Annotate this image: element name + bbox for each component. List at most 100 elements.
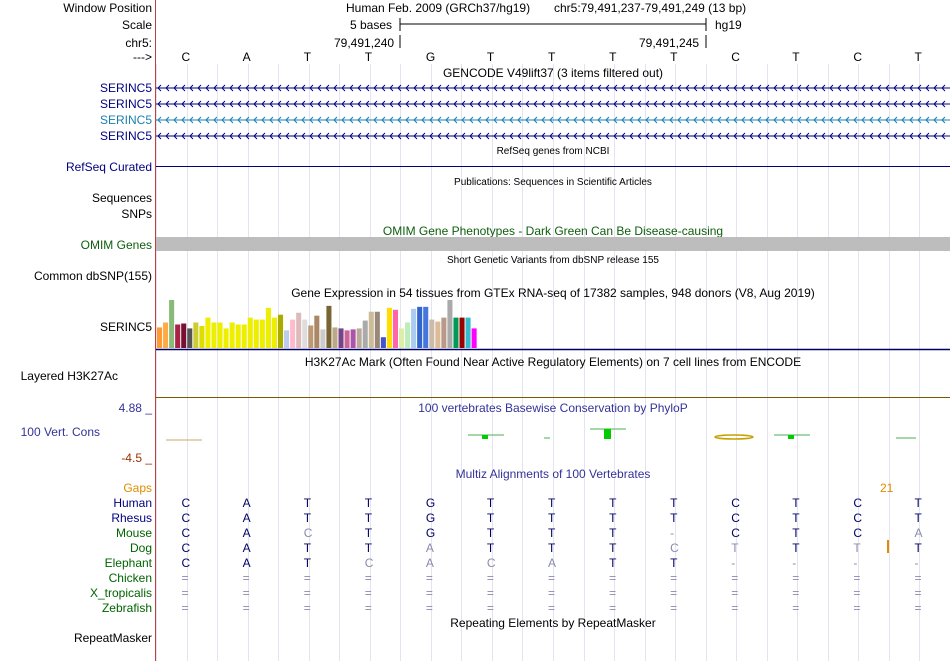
phylop-track-title[interactable]: 100 vertebrates Basewise Conservation by… (418, 401, 688, 415)
gaps-label[interactable]: Gaps (123, 481, 152, 495)
gtex-tissue-bar[interactable] (271, 317, 277, 348)
gtex-tissue-bar[interactable] (211, 322, 217, 348)
omim-gene-bar[interactable] (156, 237, 950, 251)
gtex-tissue-bar[interactable] (278, 314, 284, 348)
gtex-tissue-bar[interactable] (302, 319, 308, 348)
gtex-tissue-bar[interactable] (453, 317, 459, 348)
gtex-tissue-bar[interactable] (417, 306, 423, 348)
gtex-tissue-bar[interactable] (175, 324, 181, 348)
species-label[interactable]: Rhesus (111, 511, 152, 525)
gtex-tissue-bar[interactable] (374, 311, 380, 348)
gtex-tissue-bar[interactable] (362, 320, 368, 348)
gtex-tissue-bar[interactable] (253, 319, 259, 348)
strand-chevron (173, 132, 178, 140)
gtex-tissue-bar[interactable] (435, 321, 441, 348)
species-label[interactable]: Human (113, 496, 152, 510)
phylop-track-label[interactable]: 100 Vert. Cons (20, 425, 100, 439)
gtex-tissue-bar[interactable] (187, 328, 193, 348)
gtex-tissue-bar[interactable] (217, 322, 223, 348)
species-label[interactable]: Zebrafish (101, 601, 152, 615)
gtex-tissue-bar[interactable] (338, 328, 344, 348)
strand-chevron (269, 116, 274, 124)
layered-h3k27ac-label[interactable]: Layered H3K27Ac (20, 369, 118, 383)
gtex-tissue-bar[interactable] (429, 319, 435, 348)
species-label[interactable]: Elephant (104, 556, 152, 570)
sequences-label[interactable]: Sequences (91, 191, 152, 205)
track-area[interactable]: Human Feb. 2009 (GRCh37/hg19) chr5:79,49… (156, 0, 950, 661)
gtex-tissue-bar[interactable] (380, 337, 386, 348)
gtex-tissue-bar[interactable] (169, 299, 175, 348)
gtex-tissue-bar[interactable] (459, 317, 465, 348)
strand-chevron (621, 116, 626, 124)
gencode-track-title[interactable]: GENCODE V49lift37 (3 items filtered out) (442, 66, 664, 80)
gtex-tissue-bar[interactable] (247, 317, 253, 348)
gtex-tissue-bar[interactable] (320, 329, 326, 348)
gtex-tissue-bar[interactable] (471, 328, 477, 348)
strand-chevron (173, 100, 178, 108)
gtex-tissue-bar[interactable] (423, 306, 429, 348)
strand-arrow-label[interactable]: ---> (133, 50, 152, 64)
repeatmasker-track-title[interactable]: Repeating Elements by RepeatMasker (450, 616, 656, 630)
gtex-tissue-bar[interactable] (344, 330, 350, 348)
gtex-track-title[interactable]: Gene Expression in 54 tissues from GTEx … (291, 286, 815, 300)
gtex-tissue-bar[interactable] (205, 317, 211, 348)
gencode-gene-label[interactable]: SERINC5 (99, 81, 152, 95)
gtex-tissue-bar[interactable] (229, 322, 235, 348)
species-label[interactable]: Chicken (108, 571, 152, 585)
refseq-curated-label[interactable]: RefSeq Curated (65, 160, 152, 174)
refseq-gene-line[interactable] (156, 166, 950, 167)
strand-chevron (733, 132, 738, 140)
gtex-tissue-bar[interactable] (163, 322, 169, 348)
gtex-tissue-bar[interactable] (447, 299, 453, 348)
gtex-tissue-bar[interactable] (332, 327, 338, 348)
multiz-track-title[interactable]: Multiz Alignments of 100 Vertebrates (455, 467, 651, 481)
omim-track-title[interactable]: OMIM Gene Phenotypes - Dark Green Can Be… (382, 224, 724, 238)
refseq-track-title[interactable]: RefSeq genes from NCBI (496, 146, 610, 157)
gtex-tissue-bar[interactable] (284, 330, 290, 348)
alignment-base: C (731, 526, 740, 540)
gtex-tissue-bar[interactable] (157, 327, 163, 348)
snps-label[interactable]: SNPs (121, 207, 152, 221)
gtex-tissue-bar[interactable] (265, 307, 271, 348)
h3k27ac-track-title[interactable]: H3K27Ac Mark (Often Found Near Active Re… (304, 355, 802, 369)
repeatmasker-label[interactable]: RepeatMasker (73, 631, 152, 645)
gtex-tissue-bar[interactable] (314, 315, 320, 348)
gencode-gene-label[interactable]: SERINC5 (99, 113, 152, 127)
gtex-tissue-bar[interactable] (241, 324, 247, 348)
gtex-tissue-bar[interactable] (441, 317, 447, 348)
gtex-tissue-bar[interactable] (392, 309, 398, 348)
gtex-tissue-bar[interactable] (235, 324, 241, 348)
gtex-tissue-bar[interactable] (223, 328, 229, 348)
species-label[interactable]: X_tropicalis (89, 586, 152, 600)
gtex-tissue-bar[interactable] (405, 322, 411, 348)
gtex-tissue-bar[interactable] (308, 325, 314, 348)
gencode-gene-label[interactable]: SERINC5 (99, 129, 152, 143)
gtex-tissue-bar[interactable] (350, 329, 356, 348)
gtex-tissue-bar[interactable] (465, 317, 471, 348)
gtex-tissue-bar[interactable] (356, 328, 362, 348)
gtex-gene-label[interactable]: SERINC5 (99, 320, 152, 334)
common-dbsnp-label[interactable]: Common dbSNP(155) (33, 269, 152, 283)
gtex-tissue-bar[interactable] (193, 322, 199, 348)
gtex-tissue-bar[interactable] (326, 305, 332, 348)
gtex-tissue-bar[interactable] (199, 325, 205, 348)
species-label[interactable]: Mouse (115, 526, 152, 540)
species-label[interactable]: Dog (129, 541, 152, 555)
phylop-graph[interactable] (156, 420, 950, 460)
gtex-tissue-bar[interactable] (290, 319, 296, 348)
gtex-bar-chart[interactable] (156, 299, 950, 351)
strand-chevron (693, 116, 698, 124)
publications-track-title[interactable]: Publications: Sequences in Scientific Ar… (454, 177, 652, 188)
gtex-tissue-bar[interactable] (259, 319, 265, 348)
omim-genes-label[interactable]: OMIM Genes (80, 238, 152, 252)
gencode-transcripts[interactable] (156, 80, 950, 150)
gtex-tissue-bar[interactable] (399, 328, 405, 348)
gtex-tissue-bar[interactable] (411, 308, 417, 348)
gtex-tissue-bar[interactable] (386, 307, 392, 348)
gtex-tissue-bar[interactable] (181, 323, 187, 349)
gtex-tissue-bar[interactable] (368, 311, 374, 348)
dbsnp-track-title[interactable]: Short Genetic Variants from dbSNP releas… (447, 255, 659, 266)
strand-chevron (877, 132, 882, 140)
gencode-gene-label[interactable]: SERINC5 (99, 97, 152, 111)
gtex-tissue-bar[interactable] (296, 312, 302, 348)
